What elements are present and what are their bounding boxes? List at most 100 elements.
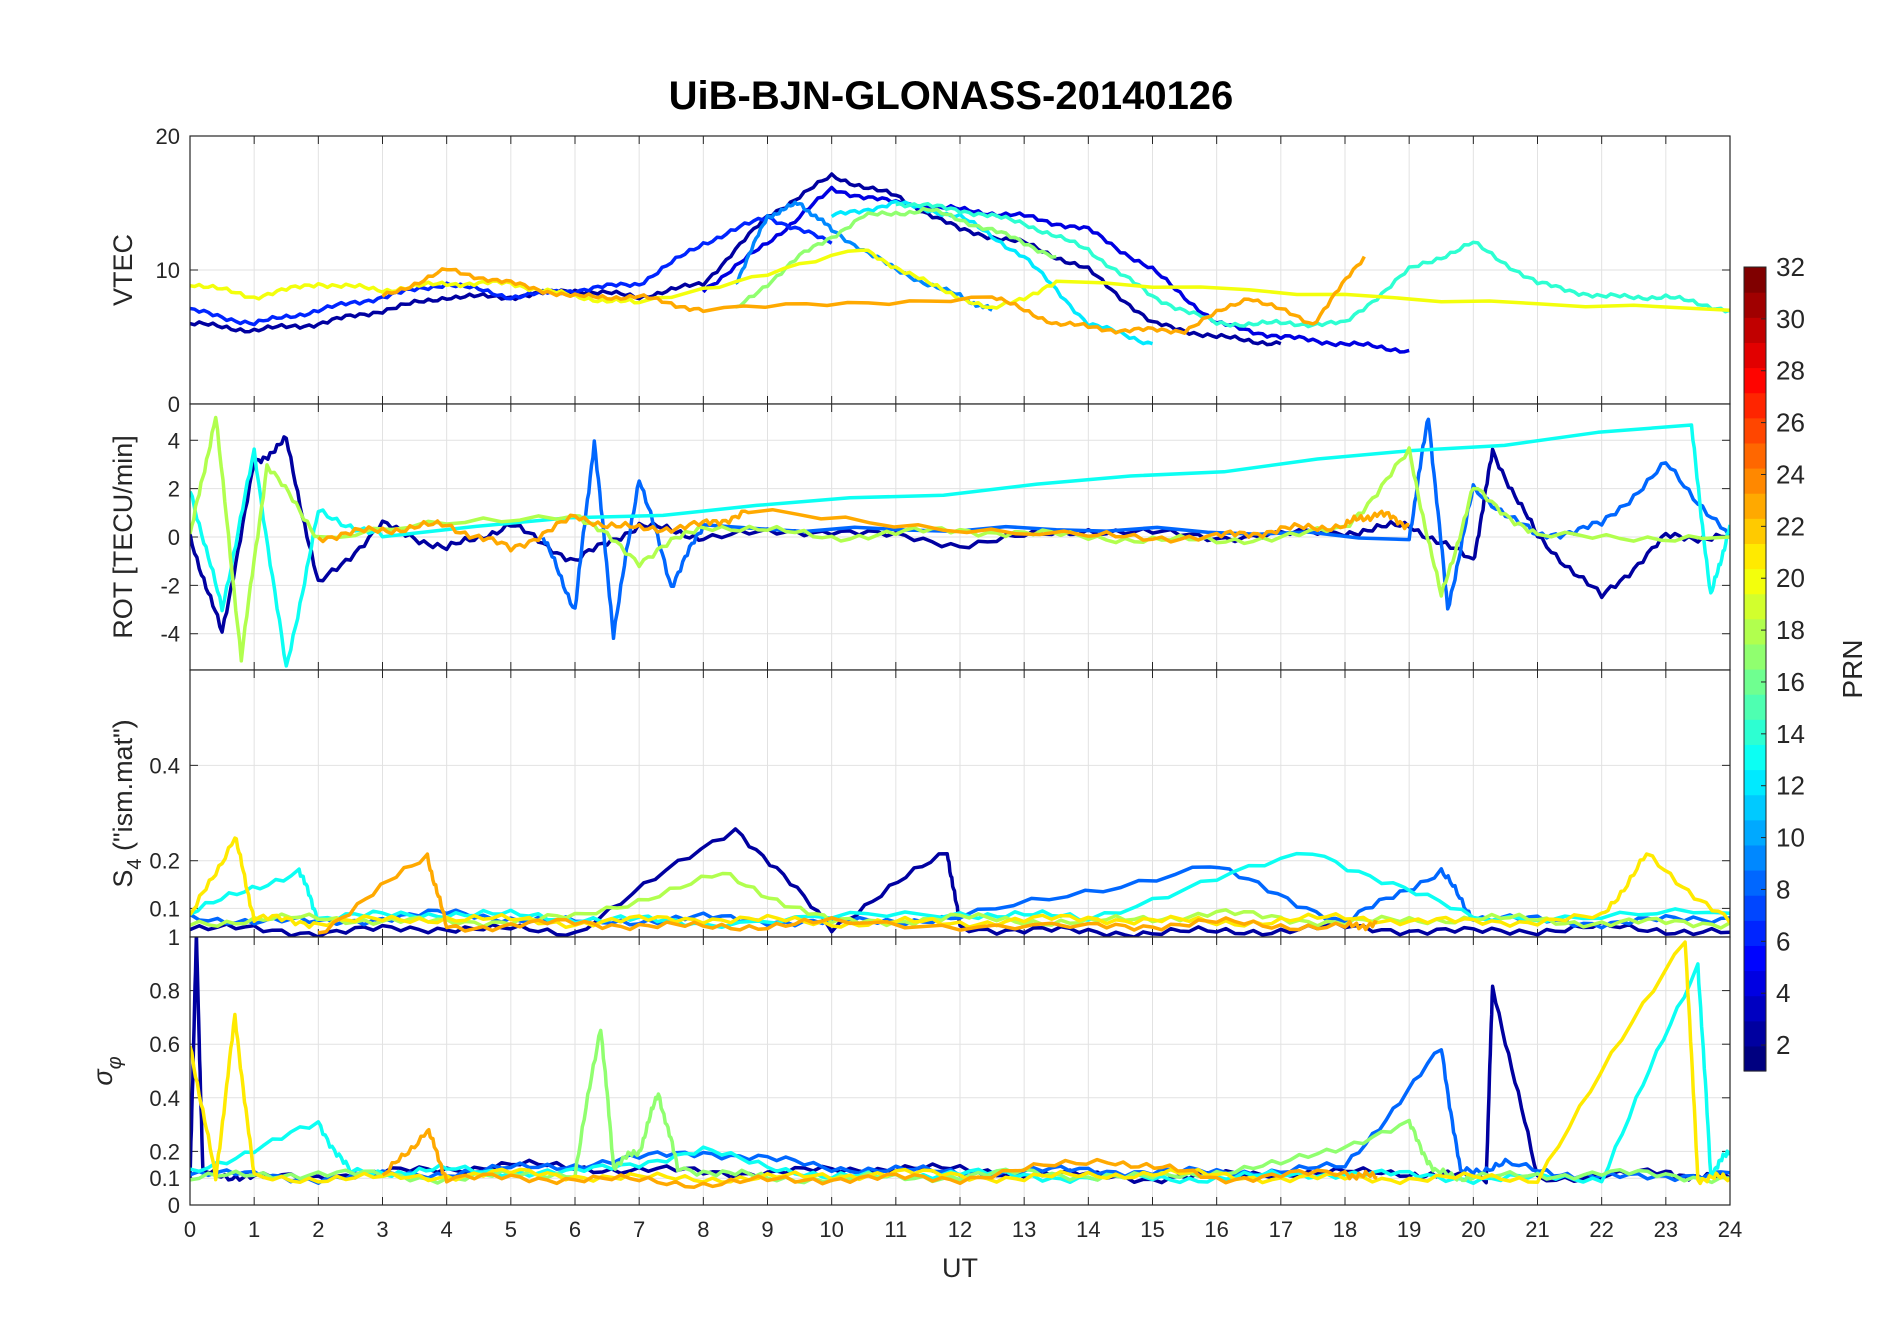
x-tick-label: 11: [884, 1217, 907, 1242]
series-prn-9: [734, 200, 993, 312]
colorbar-tick-label: 26: [1776, 408, 1805, 438]
series-prn-23: [318, 852, 1378, 935]
colorbar-level: [1744, 367, 1766, 394]
y-axis-label-sub: 4: [124, 859, 146, 870]
x-tick-label: 0: [184, 1217, 196, 1242]
colorbar-tick-label: 12: [1776, 771, 1805, 801]
series-prn-6: [190, 214, 833, 327]
colorbar-level: [1744, 769, 1766, 796]
colorbar-tick-label: 14: [1776, 719, 1805, 749]
y-tick-label: 0.1: [149, 1166, 180, 1191]
series-prn-2: [190, 827, 1730, 937]
colorbar-tick-label: 22: [1776, 511, 1805, 541]
colorbar-level: [1744, 920, 1766, 946]
x-tick-label: 23: [1654, 1217, 1678, 1242]
series-prn-13: [190, 962, 1730, 1186]
series-prn-4: [701, 185, 1410, 354]
panel-3: 0.10.20.4S4 ("ism.mat"): [108, 669, 1731, 938]
series-prn-13: [190, 423, 1730, 668]
colorbar-level: [1744, 593, 1766, 620]
colorbar-level: [1744, 442, 1766, 469]
series-prn-8: [541, 417, 1730, 641]
y-axis-label: ROT [TECU/min]: [108, 435, 138, 639]
colorbar-level: [1744, 719, 1766, 745]
colorbar-level: [1744, 292, 1766, 318]
y-axis-label-rest: ("ism.mat"): [108, 719, 138, 858]
panel-frame: [189, 936, 1731, 1206]
y-tick-label: -2: [160, 573, 180, 598]
x-tick-label: 24: [1718, 1217, 1742, 1242]
colorbar-level: [1744, 819, 1766, 846]
y-tick-label: 0.6: [149, 1032, 180, 1057]
series-prn-23: [381, 1127, 1378, 1189]
x-tick-label: 5: [505, 1217, 517, 1242]
colorbar-level: [1744, 794, 1766, 821]
colorbar-tick-label: 30: [1776, 304, 1805, 334]
colorbar-tick-label: 32: [1776, 252, 1805, 282]
colorbar-tick-label: 18: [1776, 615, 1805, 645]
y-tick-label: 2: [168, 477, 180, 502]
panel-1: 0 10 20 VTEC: [108, 124, 1731, 417]
x-tick-label: 7: [633, 1217, 645, 1242]
x-tick-label: 21: [1525, 1217, 1549, 1242]
colorbar-level: [1744, 744, 1766, 771]
x-tick-label: 6: [569, 1217, 581, 1242]
series-prn-8: [190, 1048, 1730, 1185]
colorbar-level: [1744, 392, 1766, 419]
y-tick-label: 0: [168, 392, 180, 417]
colorbar-tick-label: 2: [1776, 1030, 1790, 1060]
x-tick-label: 10: [819, 1217, 843, 1242]
panel-4: 00.10.2 0.4 0.6 0.8 1 σφ: [88, 925, 1731, 1218]
series-prn-21: [190, 836, 1730, 930]
x-tick-label: 20: [1461, 1217, 1485, 1242]
y-axis-label-main: S: [108, 870, 138, 888]
colorbar-level: [1744, 267, 1766, 293]
colorbar-tick-label: 16: [1776, 667, 1805, 697]
y-tick-label: -4: [160, 622, 180, 647]
series-prn-17: [735, 206, 1057, 309]
y-tick-label: 20: [156, 124, 180, 149]
colorbar-tick-label: 10: [1776, 823, 1805, 853]
x-tick-label: 1: [248, 1217, 260, 1242]
colorbar-level: [1744, 995, 1766, 1022]
colorbar-level: [1744, 870, 1766, 896]
colorbar-level: [1744, 694, 1766, 720]
chart-title: UiB-BJN-GLONASS-20140126: [668, 74, 1234, 118]
colorbar-level: [1744, 945, 1766, 972]
series-prn-2: [190, 172, 1282, 347]
y-tick-label: 0.2: [149, 849, 180, 874]
colorbar-tick-label: 6: [1776, 926, 1790, 956]
y-axis-label: VTEC: [108, 234, 138, 306]
x-tick-label: 22: [1589, 1217, 1613, 1242]
colorbar-level: [1744, 568, 1766, 595]
x-tick-label: 12: [948, 1217, 972, 1242]
panel-2: -4 -2 0 2 4 ROT [TECU/min]: [108, 403, 1731, 671]
x-tick-label: 18: [1333, 1217, 1357, 1242]
y-axis-label-sub: φ: [104, 1056, 126, 1069]
y-tick-label: 0.8: [149, 979, 180, 1004]
colorbar-level: [1744, 543, 1766, 570]
colorbar-frame: [1743, 266, 1767, 1072]
series-prn-21: [190, 940, 1730, 1186]
y-axis-label: σφ: [88, 1056, 126, 1085]
colorbar-level: [1744, 493, 1766, 519]
colorbar-level: [1744, 342, 1766, 369]
y-tick-label: 0.1: [149, 896, 180, 921]
colorbar-level: [1744, 669, 1766, 695]
colorbar-level: [1744, 1045, 1766, 1072]
colorbar-level: [1744, 518, 1766, 544]
colorbar-tick-label: 28: [1776, 356, 1805, 386]
x-tick-label: 15: [1140, 1217, 1164, 1242]
colorbar-label: PRN: [1837, 639, 1868, 698]
colorbar-level: [1744, 970, 1766, 997]
colorbar-tick-label: 4: [1776, 978, 1790, 1008]
x-tick-label: 14: [1076, 1217, 1100, 1242]
x-tick-label: 4: [441, 1217, 453, 1242]
colorbar-level: [1744, 468, 1766, 494]
y-tick-label: 0.2: [149, 1139, 180, 1164]
colorbar-tick-label: 8: [1776, 874, 1790, 904]
x-tick-label: 8: [697, 1217, 709, 1242]
y-tick-label: 0: [168, 525, 180, 550]
